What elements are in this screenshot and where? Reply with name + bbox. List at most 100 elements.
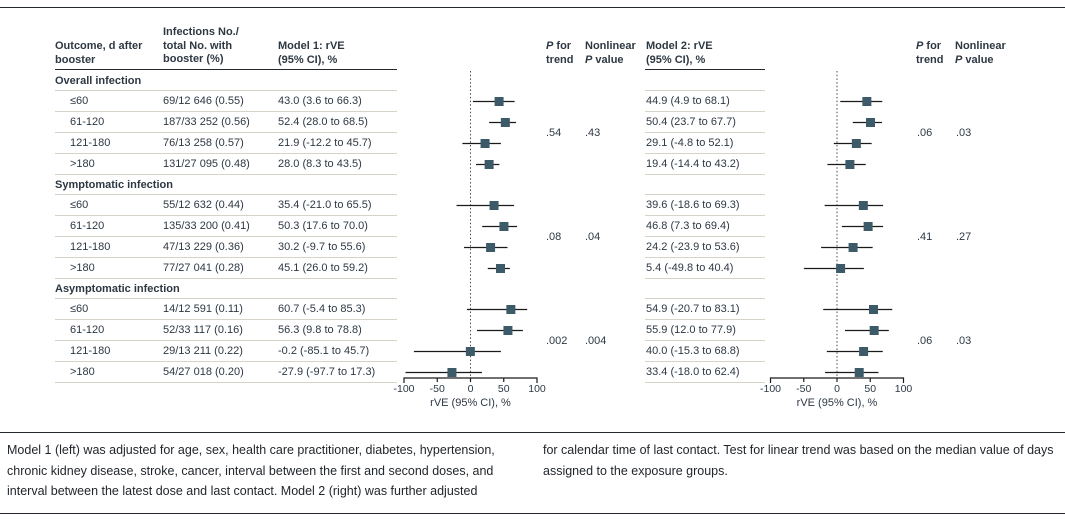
row-separator	[55, 278, 397, 279]
row-separator	[55, 361, 397, 362]
model2-ci-cell: 46.8 (7.3 to 69.4)	[646, 220, 730, 232]
infections-cell: 54/27 018 (0.20)	[163, 366, 244, 378]
outcome-cell: 121-180	[70, 345, 111, 357]
row-separator	[645, 298, 765, 299]
ci-marker	[489, 201, 499, 210]
ci-marker	[494, 97, 504, 106]
row-separator	[55, 382, 397, 383]
row-separator	[55, 236, 397, 237]
model1-ci-cell: -0.2 (-85.1 to 45.7)	[278, 345, 370, 357]
ci-marker	[869, 305, 879, 314]
row-separator	[645, 257, 765, 258]
infections-cell: 77/27 041 (0.28)	[163, 262, 244, 274]
model2-ci-cell: 24.2 (-23.9 to 53.6)	[646, 241, 740, 253]
row-separator	[55, 340, 397, 341]
column-header-outcome-line2: booster	[55, 53, 96, 66]
table-body: Overall infection ≤60 69/12 646 (0.55) 43.0…	[55, 75, 972, 383]
infections-cell: 76/13 258 (0.57)	[163, 137, 244, 149]
p-trend-value-model2: .06	[917, 335, 933, 347]
section-label: Asymptomatic infection	[55, 283, 180, 295]
row-separator	[645, 90, 765, 91]
ci-marker	[836, 264, 846, 273]
outcome-cell: >180	[70, 366, 95, 378]
row-separator	[55, 215, 397, 216]
model1-ci-cell: 60.7 (-5.4 to 85.3)	[278, 303, 366, 315]
outcome-cell: ≤60	[70, 199, 89, 211]
p-trend-value-model2: .06	[917, 127, 933, 139]
column-header-nonlinear-p-left: Nonlinear P value	[585, 40, 636, 66]
axis-title: rVE (95% CI), %	[797, 397, 878, 409]
table-header-rule	[55, 69, 397, 70]
ci-marker	[845, 160, 855, 169]
infections-cell: 69/12 646 (0.55)	[163, 95, 244, 107]
outcome-cell: 61-120	[70, 324, 105, 336]
ci-marker	[484, 160, 494, 169]
model1-ci-cell: 43.0 (3.6 to 66.3)	[278, 95, 362, 107]
model1-ci-cell: 45.1 (26.0 to 59.2)	[278, 262, 368, 274]
axis-tick-label: -100	[393, 383, 414, 395]
model1-ci-cell: -27.9 (-97.7 to 17.3)	[278, 366, 376, 378]
outcome-cell: >180	[70, 158, 95, 170]
column-header-model1: Model 1: rVE (95% CI), %	[278, 40, 345, 67]
model1-ci-cell: 30.2 (-9.7 to 55.6)	[278, 241, 366, 253]
model2-ci-cell: 29.1 (-4.8 to 52.1)	[646, 137, 734, 149]
infections-cell: 131/27 095 (0.48)	[163, 158, 250, 170]
row-separator	[645, 340, 765, 341]
column-header-model1-line1: Model 1: rVE	[278, 40, 345, 52]
row-separator	[645, 319, 765, 320]
row-separator	[645, 236, 765, 237]
infections-cell: 55/12 632 (0.44)	[163, 199, 244, 211]
outcome-cell: 121-180	[70, 241, 111, 253]
axis-tick-label: 0	[834, 383, 840, 395]
axis-tick-label: 50	[498, 383, 510, 395]
ci-marker	[506, 305, 516, 314]
axis-tick-label: 50	[864, 383, 876, 395]
ci-marker	[465, 347, 475, 356]
nonlinear-p-value-model2: .27	[956, 231, 972, 243]
top-rule	[0, 7, 1065, 8]
row-separator	[645, 194, 765, 195]
model2-header-rule	[645, 69, 765, 70]
nonlinear-p-value-model1: .004	[585, 335, 607, 347]
column-header-model2-line1: Model 2: rVE	[646, 40, 713, 52]
column-header-nonlinear-p-right: Nonlinear P value	[955, 40, 1006, 66]
model1-ci-cell: 35.4 (-21.0 to 65.5)	[278, 199, 372, 211]
nonlinear-p-value-model1: .43	[585, 127, 601, 139]
section-label: Overall infection	[55, 75, 142, 87]
axis-tick-label: 100	[528, 383, 546, 395]
outcome-cell: ≤60	[70, 303, 89, 315]
ci-marker	[858, 201, 868, 210]
p-trend-value-model1: .08	[546, 231, 562, 243]
ci-marker	[854, 368, 864, 377]
outcome-cell: 61-120	[70, 116, 105, 128]
row-separator	[55, 257, 397, 258]
column-header-p-trend-left: P for trend	[546, 40, 574, 66]
row-separator	[645, 132, 765, 133]
ci-marker	[499, 222, 509, 231]
ci-marker	[447, 368, 457, 377]
row-separator	[55, 111, 397, 112]
outcome-cell: ≤60	[70, 95, 89, 107]
axis-tick-label: -50	[796, 383, 811, 395]
model2-ci-cell: 40.0 (-15.3 to 68.8)	[646, 345, 740, 357]
row-separator	[55, 132, 397, 133]
infections-cell: 135/33 200 (0.41)	[163, 220, 250, 232]
model2-ci-cell: 39.6 (-18.6 to 69.3)	[646, 199, 740, 211]
row-separator	[645, 278, 765, 279]
column-header-infections: Infections No./ total No. with booster (…	[163, 26, 239, 67]
model2-ci-cell: 54.9 (-20.7 to 83.1)	[646, 303, 740, 315]
footnote-right-column: for calendar time of last contact. Test …	[543, 443, 1054, 478]
ci-marker	[863, 222, 873, 231]
ci-marker	[851, 139, 861, 148]
column-header-model2: Model 2: rVE (95% CI), %	[646, 40, 713, 67]
model2-ci-cell: 33.4 (-18.0 to 62.4)	[646, 366, 740, 378]
infections-cell: 187/33 252 (0.56)	[163, 116, 250, 128]
footnote-top-rule	[0, 432, 1065, 433]
nonlinear-p-value-model2: .03	[956, 335, 972, 347]
ci-marker	[503, 326, 513, 335]
row-separator	[645, 215, 765, 216]
ci-marker	[500, 118, 510, 127]
ci-marker	[495, 264, 505, 273]
column-header-outcome-line1: Outcome, d after	[55, 40, 143, 52]
